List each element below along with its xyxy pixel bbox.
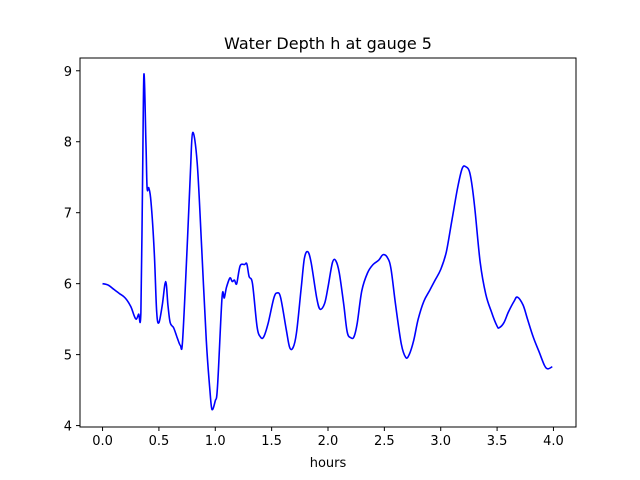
x-tick-label: 4.0 <box>543 434 564 449</box>
x-axis: 0.0 0.5 1.0 1.5 2.0 2.5 3.0 3.5 4.0 <box>92 427 564 449</box>
y-tick-label: 6 <box>64 278 72 293</box>
y-tick-label: 5 <box>64 349 72 364</box>
y-tick-label: 8 <box>64 136 72 151</box>
y-tick-label: 9 <box>64 65 72 80</box>
x-tick-label: 0.5 <box>149 434 170 449</box>
chart-title: Water Depth h at gauge 5 <box>224 34 432 53</box>
y-tick-label: 7 <box>64 207 72 222</box>
series-line-h <box>102 73 553 411</box>
x-tick-label: 0.0 <box>92 434 113 449</box>
x-tick-label: 1.5 <box>261 434 282 449</box>
axes-frame <box>79 57 577 428</box>
x-tick-label: 2.0 <box>318 434 339 449</box>
plot-area <box>102 73 553 411</box>
x-tick-label: 3.5 <box>487 434 508 449</box>
x-tick-label: 2.5 <box>374 434 395 449</box>
y-tick-label: 4 <box>64 420 72 435</box>
x-axis-label: hours <box>310 456 347 471</box>
x-tick-label: 3.0 <box>430 434 451 449</box>
x-tick-label: 1.0 <box>205 434 226 449</box>
y-axis: 4 5 6 7 8 9 <box>64 65 80 435</box>
